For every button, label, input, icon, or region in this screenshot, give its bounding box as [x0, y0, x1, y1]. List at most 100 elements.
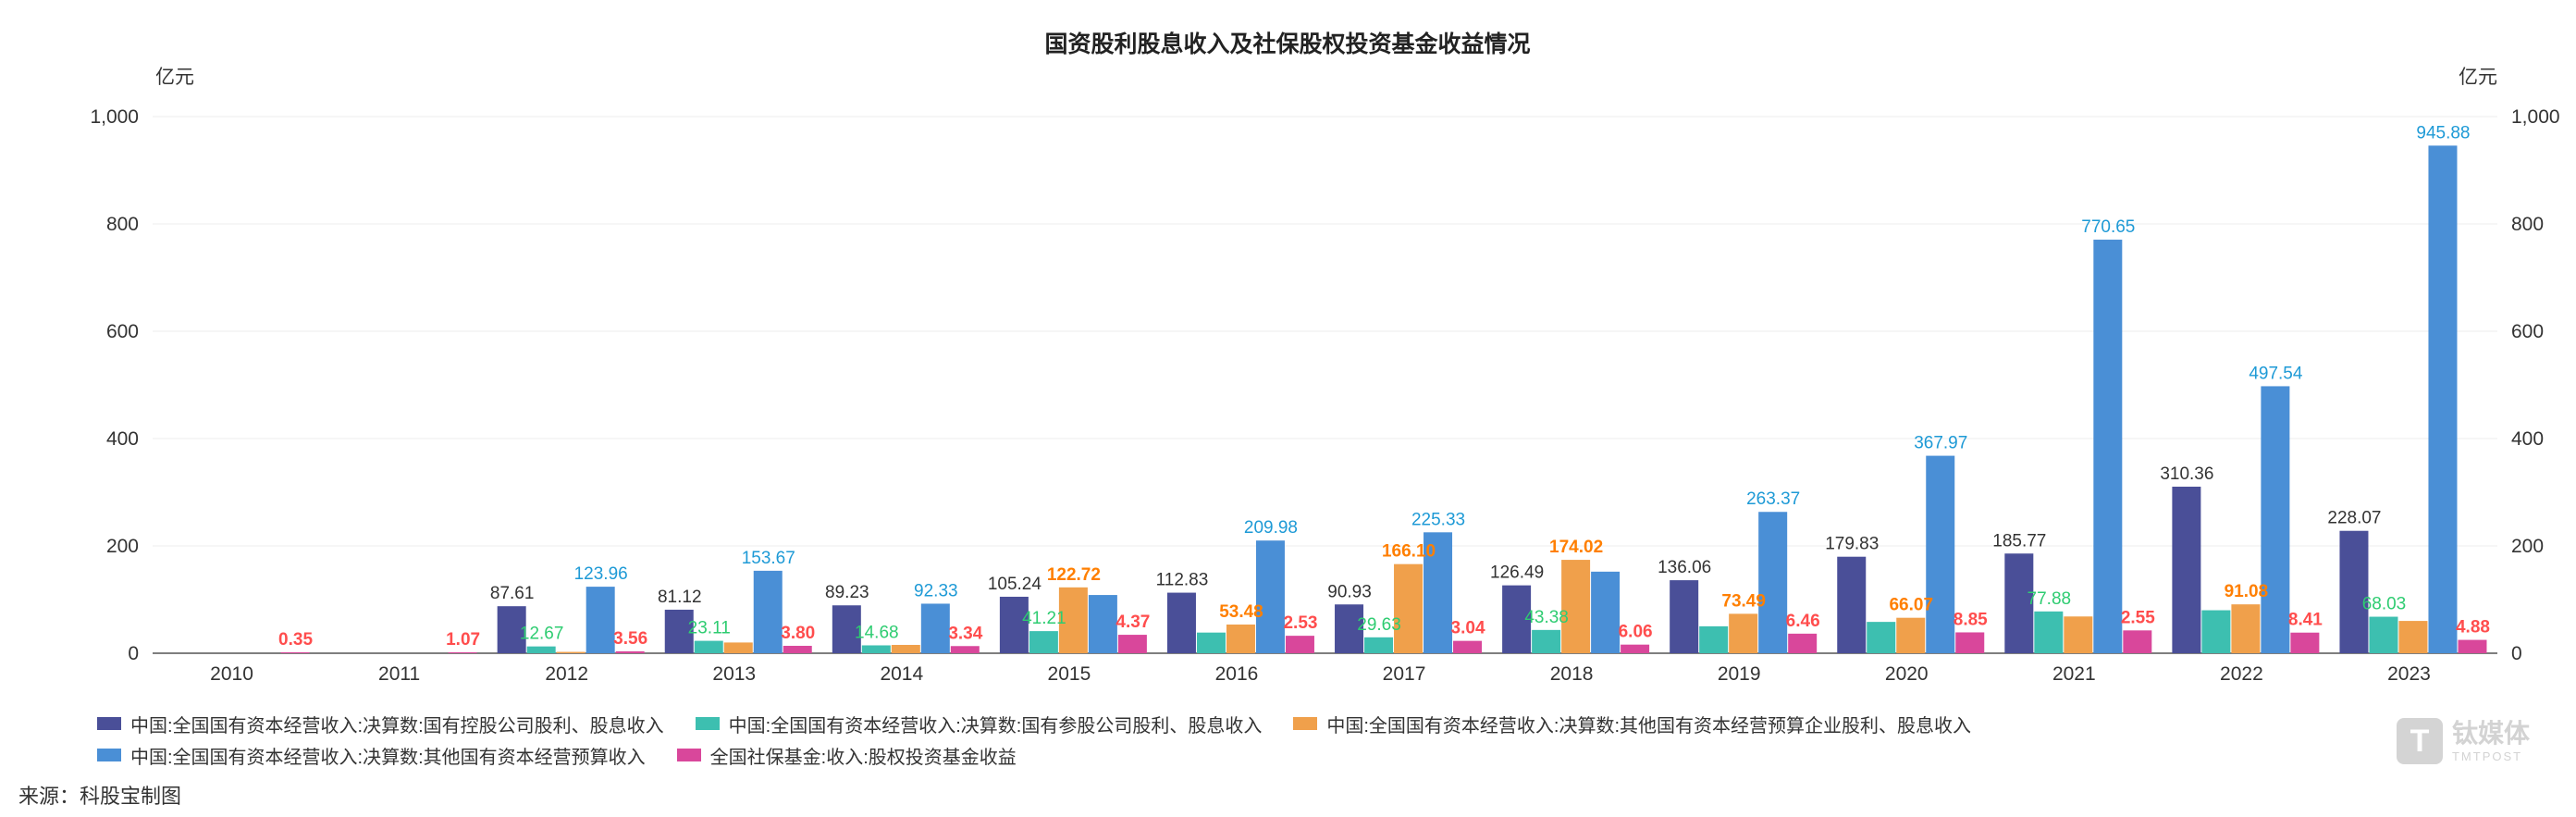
bar — [526, 646, 556, 653]
chart-title: 国资股利股息收入及社保股权投资基金收益情况 — [1044, 31, 1530, 57]
legend-label: 全国社保基金:收入:股权投资基金收益 — [709, 747, 1017, 768]
data-label: 225.33 — [1411, 510, 1465, 529]
y-tick-label-left: 1,000 — [90, 106, 139, 128]
bar — [2172, 486, 2201, 653]
data-label: 3.04 — [1451, 619, 1485, 638]
data-label: 53.48 — [1219, 602, 1263, 622]
bar — [1758, 512, 1788, 653]
data-label: 123.96 — [574, 564, 628, 584]
data-label: 81.12 — [658, 588, 702, 607]
data-label: 4.88 — [2456, 618, 2490, 638]
data-label: 105.24 — [988, 575, 1042, 594]
watermark-name: 钛媒体 — [2451, 718, 2530, 748]
data-label: 263.37 — [1746, 489, 1800, 509]
data-label: 6.06 — [1619, 623, 1653, 642]
bar — [1285, 636, 1314, 653]
bar — [497, 606, 526, 653]
data-label: 41.21 — [1022, 609, 1066, 628]
data-label: 29.63 — [1357, 615, 1401, 635]
data-label: 228.07 — [2327, 509, 2381, 528]
bar — [861, 645, 891, 653]
x-tick-label: 2016 — [1215, 663, 1259, 685]
y-tick-label-left: 800 — [106, 214, 139, 235]
data-label: 89.23 — [825, 583, 869, 602]
bar — [585, 587, 615, 653]
data-label: 136.06 — [1658, 558, 1711, 577]
bar — [1621, 644, 1650, 653]
legend-swatch — [1293, 717, 1318, 730]
source-note: 来源：科股宝制图 — [18, 785, 182, 808]
legend-label: 中国:全国国有资本经营收入:决算数:国有控股公司股利、股息收入 — [130, 715, 664, 737]
data-label: 174.02 — [1549, 538, 1603, 557]
data-label: 8.41 — [2288, 611, 2323, 630]
bar — [2231, 604, 2261, 653]
data-label: 43.38 — [1524, 608, 1569, 627]
x-tick-label: 2020 — [1885, 663, 1929, 685]
x-tick-label: 2013 — [712, 663, 756, 685]
y-tick-label-right: 400 — [2511, 428, 2544, 450]
y-tick-label-right: 800 — [2511, 214, 2544, 235]
x-tick-label: 2010 — [210, 663, 253, 685]
data-label: 3.80 — [781, 624, 815, 643]
data-label: 0.35 — [278, 630, 313, 650]
data-label: 153.67 — [742, 549, 795, 568]
bar — [783, 645, 812, 653]
legend: 中国:全国国有资本经营收入:决算数:国有控股公司股利、股息收入 中国:全国国有资本… — [97, 708, 2317, 771]
x-tick-label: 2018 — [1550, 663, 1594, 685]
legend-row: 中国:全国国有资本经营收入:决算数:国有控股公司股利、股息收入 中国:全国国有资本… — [97, 708, 2317, 739]
bar — [723, 642, 753, 653]
data-label: 87.61 — [490, 584, 535, 603]
data-label: 14.68 — [855, 623, 899, 642]
bar — [2123, 630, 2152, 653]
bar — [448, 652, 477, 653]
x-tick-label: 2011 — [378, 663, 420, 685]
bar — [1088, 595, 1117, 653]
bar — [920, 603, 950, 653]
data-labels: 0.35 1.07 87.61 12.67 123.96 3.56 81.12 23.11 15… — [278, 123, 2490, 650]
data-label: 91.08 — [2225, 582, 2269, 601]
bar — [1029, 631, 1058, 653]
bar — [1896, 617, 1926, 653]
bar — [1196, 632, 1226, 653]
data-label: 2.53 — [1283, 613, 1317, 633]
bar — [1699, 625, 1729, 653]
bar — [1364, 637, 1394, 653]
data-label: 4.37 — [1115, 613, 1150, 632]
data-label: 2.55 — [2121, 608, 2155, 627]
bar — [1255, 540, 1285, 653]
data-label: 126.49 — [1490, 563, 1544, 583]
bar — [2369, 616, 2398, 653]
y-axis-unit-right: 亿元 — [2459, 67, 2497, 88]
y-tick-label-left: 200 — [106, 536, 139, 557]
bar — [664, 609, 694, 653]
bar — [1729, 613, 1758, 653]
watermark-sub: TMTPOST — [2451, 749, 2523, 763]
data-label: 73.49 — [1721, 591, 1766, 611]
x-tick-label: 2015 — [1048, 663, 1091, 685]
data-label: 1.07 — [446, 630, 480, 650]
bar — [1226, 624, 1255, 653]
bars — [280, 145, 2487, 654]
bar — [891, 645, 920, 653]
data-label: 367.97 — [1914, 434, 1967, 453]
bar — [1670, 580, 1699, 653]
data-label: 179.83 — [1825, 535, 1879, 554]
legend-row: 中国:全国国有资本经营收入:决算数:其他国有资本经营预算收入 全国社保基金:收入:… — [97, 739, 2317, 771]
data-label: 122.72 — [1047, 565, 1101, 585]
bar — [280, 652, 310, 653]
x-tick-label: 2022 — [2220, 663, 2263, 685]
data-label: 112.83 — [1156, 571, 1209, 590]
legend-swatch — [97, 717, 121, 730]
bar — [2201, 610, 2231, 653]
y-tick-label-left: 400 — [106, 428, 139, 450]
bar — [2261, 386, 2290, 653]
legend-swatch — [97, 749, 121, 761]
legend-label: 中国:全国国有资本经营收入:决算数:国有参股公司股利、股息收入 — [728, 715, 1263, 737]
bar — [999, 596, 1029, 653]
data-label: 8.85 — [1954, 610, 1988, 629]
y-tick-label-left: 0 — [128, 643, 139, 664]
bar — [1058, 587, 1088, 653]
data-label: 23.11 — [688, 619, 731, 638]
bar — [1424, 532, 1453, 653]
